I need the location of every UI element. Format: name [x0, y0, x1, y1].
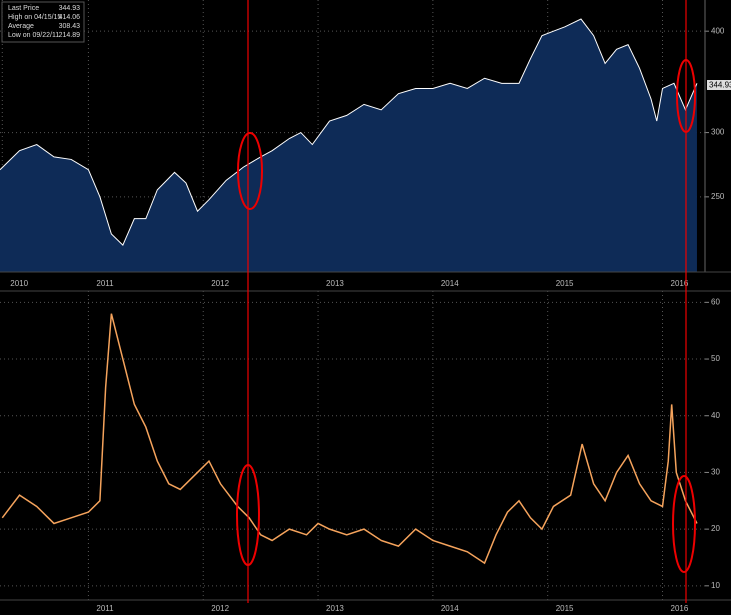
legend-label: Last Price — [8, 5, 39, 12]
x-tick-label: 2011 — [96, 604, 114, 613]
y-tick-label: 30 — [711, 468, 720, 477]
y-tick-label: 60 — [711, 297, 720, 306]
x-tick-label: 2015 — [556, 279, 574, 288]
x-tick-label: 2010 — [10, 279, 28, 288]
y-tick-label: 300 — [711, 128, 725, 137]
x-tick-label: 2012 — [211, 604, 229, 613]
highlight-ellipse — [237, 132, 263, 210]
vol-line — [1, 313, 698, 565]
x-tick-label: 2016 — [671, 279, 689, 288]
x-tick-label: 2013 — [326, 604, 344, 613]
legend-value: 308.43 — [59, 23, 81, 30]
legend-box — [1, 1, 85, 43]
y-tick-label: 40 — [711, 411, 720, 420]
y-tick-label: 20 — [711, 524, 720, 533]
last-price-label: 344.93 — [709, 81, 731, 90]
price-line — [0, 18, 698, 246]
x-tick-label: 2014 — [441, 604, 459, 613]
legend-value: 344.93 — [59, 5, 81, 12]
y-tick-label: 400 — [711, 26, 725, 35]
y-tick-label: 50 — [711, 354, 720, 363]
highlight-ellipse — [676, 59, 696, 133]
x-tick-label: 2016 — [671, 604, 689, 613]
legend-label: High on 04/15/15 — [8, 14, 61, 21]
area — [0, 19, 697, 273]
y-tick-label: 250 — [711, 192, 725, 201]
highlight-ellipse — [236, 464, 260, 566]
legend-value: 214.89 — [59, 32, 81, 39]
x-tick-label: 2015 — [556, 604, 574, 613]
legend-value: 414.06 — [59, 14, 81, 21]
last-price-tag — [707, 80, 731, 90]
x-tick-label: 2013 — [326, 279, 344, 288]
highlight-ellipse — [672, 475, 696, 573]
legend-label: Low on 09/22/11 — [8, 32, 59, 39]
y-tick-label: 10 — [711, 581, 720, 590]
x-tick-label: 2014 — [441, 279, 459, 288]
legend-label: Average — [8, 23, 34, 30]
x-tick-label: 2011 — [96, 279, 114, 288]
x-tick-label: 2012 — [211, 279, 229, 288]
